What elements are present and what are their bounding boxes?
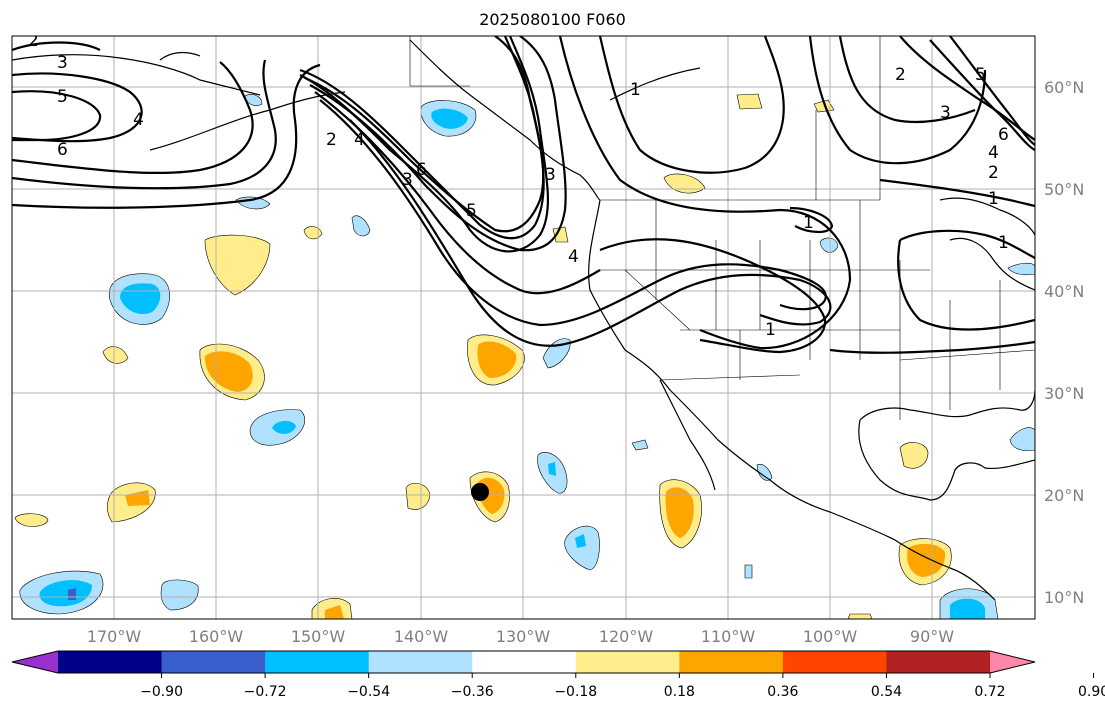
contour-label: 1 — [803, 213, 814, 233]
longitude-label: 150°W — [291, 627, 346, 646]
colorbar-tick-label: −0.90 — [140, 684, 183, 700]
colorbar-tick-label: 0.54 — [871, 684, 902, 700]
contour-label: 1 — [630, 80, 641, 100]
latitude-label: 10°N — [1044, 588, 1084, 607]
colorbar-tick-label: 0.36 — [767, 684, 798, 700]
colorbar-right-extension — [990, 651, 1035, 673]
colorbar-tick-label: 0.72 — [974, 684, 1005, 700]
colorbar-segment — [265, 651, 370, 673]
contour-label: 5 — [975, 65, 986, 85]
longitude-label: 100°W — [803, 627, 858, 646]
map-frame — [11, 35, 1036, 620]
latitude-label: 30°N — [1044, 384, 1084, 403]
colorbar-left-extension — [12, 651, 58, 673]
latitude-label: 20°N — [1044, 486, 1084, 505]
longitude-labels: 170°W 160°W 150°W 140°W 130°W 120°W 110°… — [87, 627, 954, 646]
colorbar-tick-label: −0.72 — [244, 684, 287, 700]
contour-label: 5 — [466, 201, 477, 221]
contour-label: 4 — [988, 143, 999, 163]
longitude-label: 120°W — [599, 627, 654, 646]
longitude-label: 170°W — [87, 627, 142, 646]
colorbar-segment — [368, 651, 473, 673]
longitude-label: 90°W — [910, 627, 954, 646]
contour-label: 4 — [133, 110, 144, 130]
colorbar-tick-label: −0.36 — [451, 684, 494, 700]
contour-label: 2 — [988, 163, 999, 183]
longitude-label: 160°W — [189, 627, 244, 646]
contour-labels: 2 3 5 6 4 2 4 3 6 5 4 3 1 1 1 1 2 3 5 6 … — [28, 31, 1009, 340]
contour-label: 3 — [402, 170, 413, 190]
longitude-label: 130°W — [496, 627, 551, 646]
colorbar-tick-label: −0.54 — [347, 684, 390, 700]
colorbar-segment — [58, 651, 163, 673]
map-title: 2025080100 F060 — [479, 10, 626, 29]
colorbar: −0.90 −0.72 −0.54 −0.36 −0.18 0.18 0.36 0.54 0.7… — [11, 650, 1105, 700]
latitude-label: 50°N — [1044, 180, 1084, 199]
contour-label: 1 — [765, 320, 776, 340]
contour-label: 5 — [57, 87, 68, 107]
longitude-label: 140°W — [394, 627, 449, 646]
contour-label: 2 — [326, 130, 337, 150]
contour-label: 6 — [57, 140, 68, 160]
contour-label: 3 — [940, 103, 951, 123]
coastlines — [12, 39, 1035, 601]
latitude-labels: 60°N 50°N 40°N 30°N 20°N 10°N — [1044, 78, 1084, 607]
colorbar-outline — [11, 650, 1036, 674]
latitude-label: 40°N — [1044, 282, 1084, 301]
contour-label: 3 — [545, 165, 556, 185]
colorbar-segment — [679, 651, 784, 673]
contour-label: 1 — [998, 233, 1009, 253]
contour-label: 6 — [998, 125, 1009, 145]
colorbar-segment — [575, 651, 680, 673]
colorbar-segment — [472, 651, 577, 673]
contour-label: 6 — [416, 160, 427, 180]
contour-label: 2 — [895, 65, 906, 85]
contour-label: 4 — [568, 247, 579, 267]
contour-label: 3 — [57, 53, 68, 73]
anomaly-fills — [14, 93, 1035, 619]
contour-label: 2 — [28, 31, 39, 51]
colorbar-segment — [161, 651, 266, 673]
colorbar-segment — [782, 651, 887, 673]
latitude-label: 60°N — [1044, 78, 1084, 97]
contour-label: 4 — [354, 130, 365, 150]
storm-center-marker — [471, 483, 489, 501]
colorbar-segment — [886, 651, 991, 673]
colorbar-tick-label: 0.18 — [664, 684, 695, 700]
colorbar-tick-label: 0.90 — [1078, 684, 1105, 700]
longitude-label: 110°W — [701, 627, 756, 646]
contour-lines — [12, 36, 1035, 354]
colorbar-tick-label: −0.18 — [554, 684, 597, 700]
contour-label: 1 — [988, 189, 999, 209]
